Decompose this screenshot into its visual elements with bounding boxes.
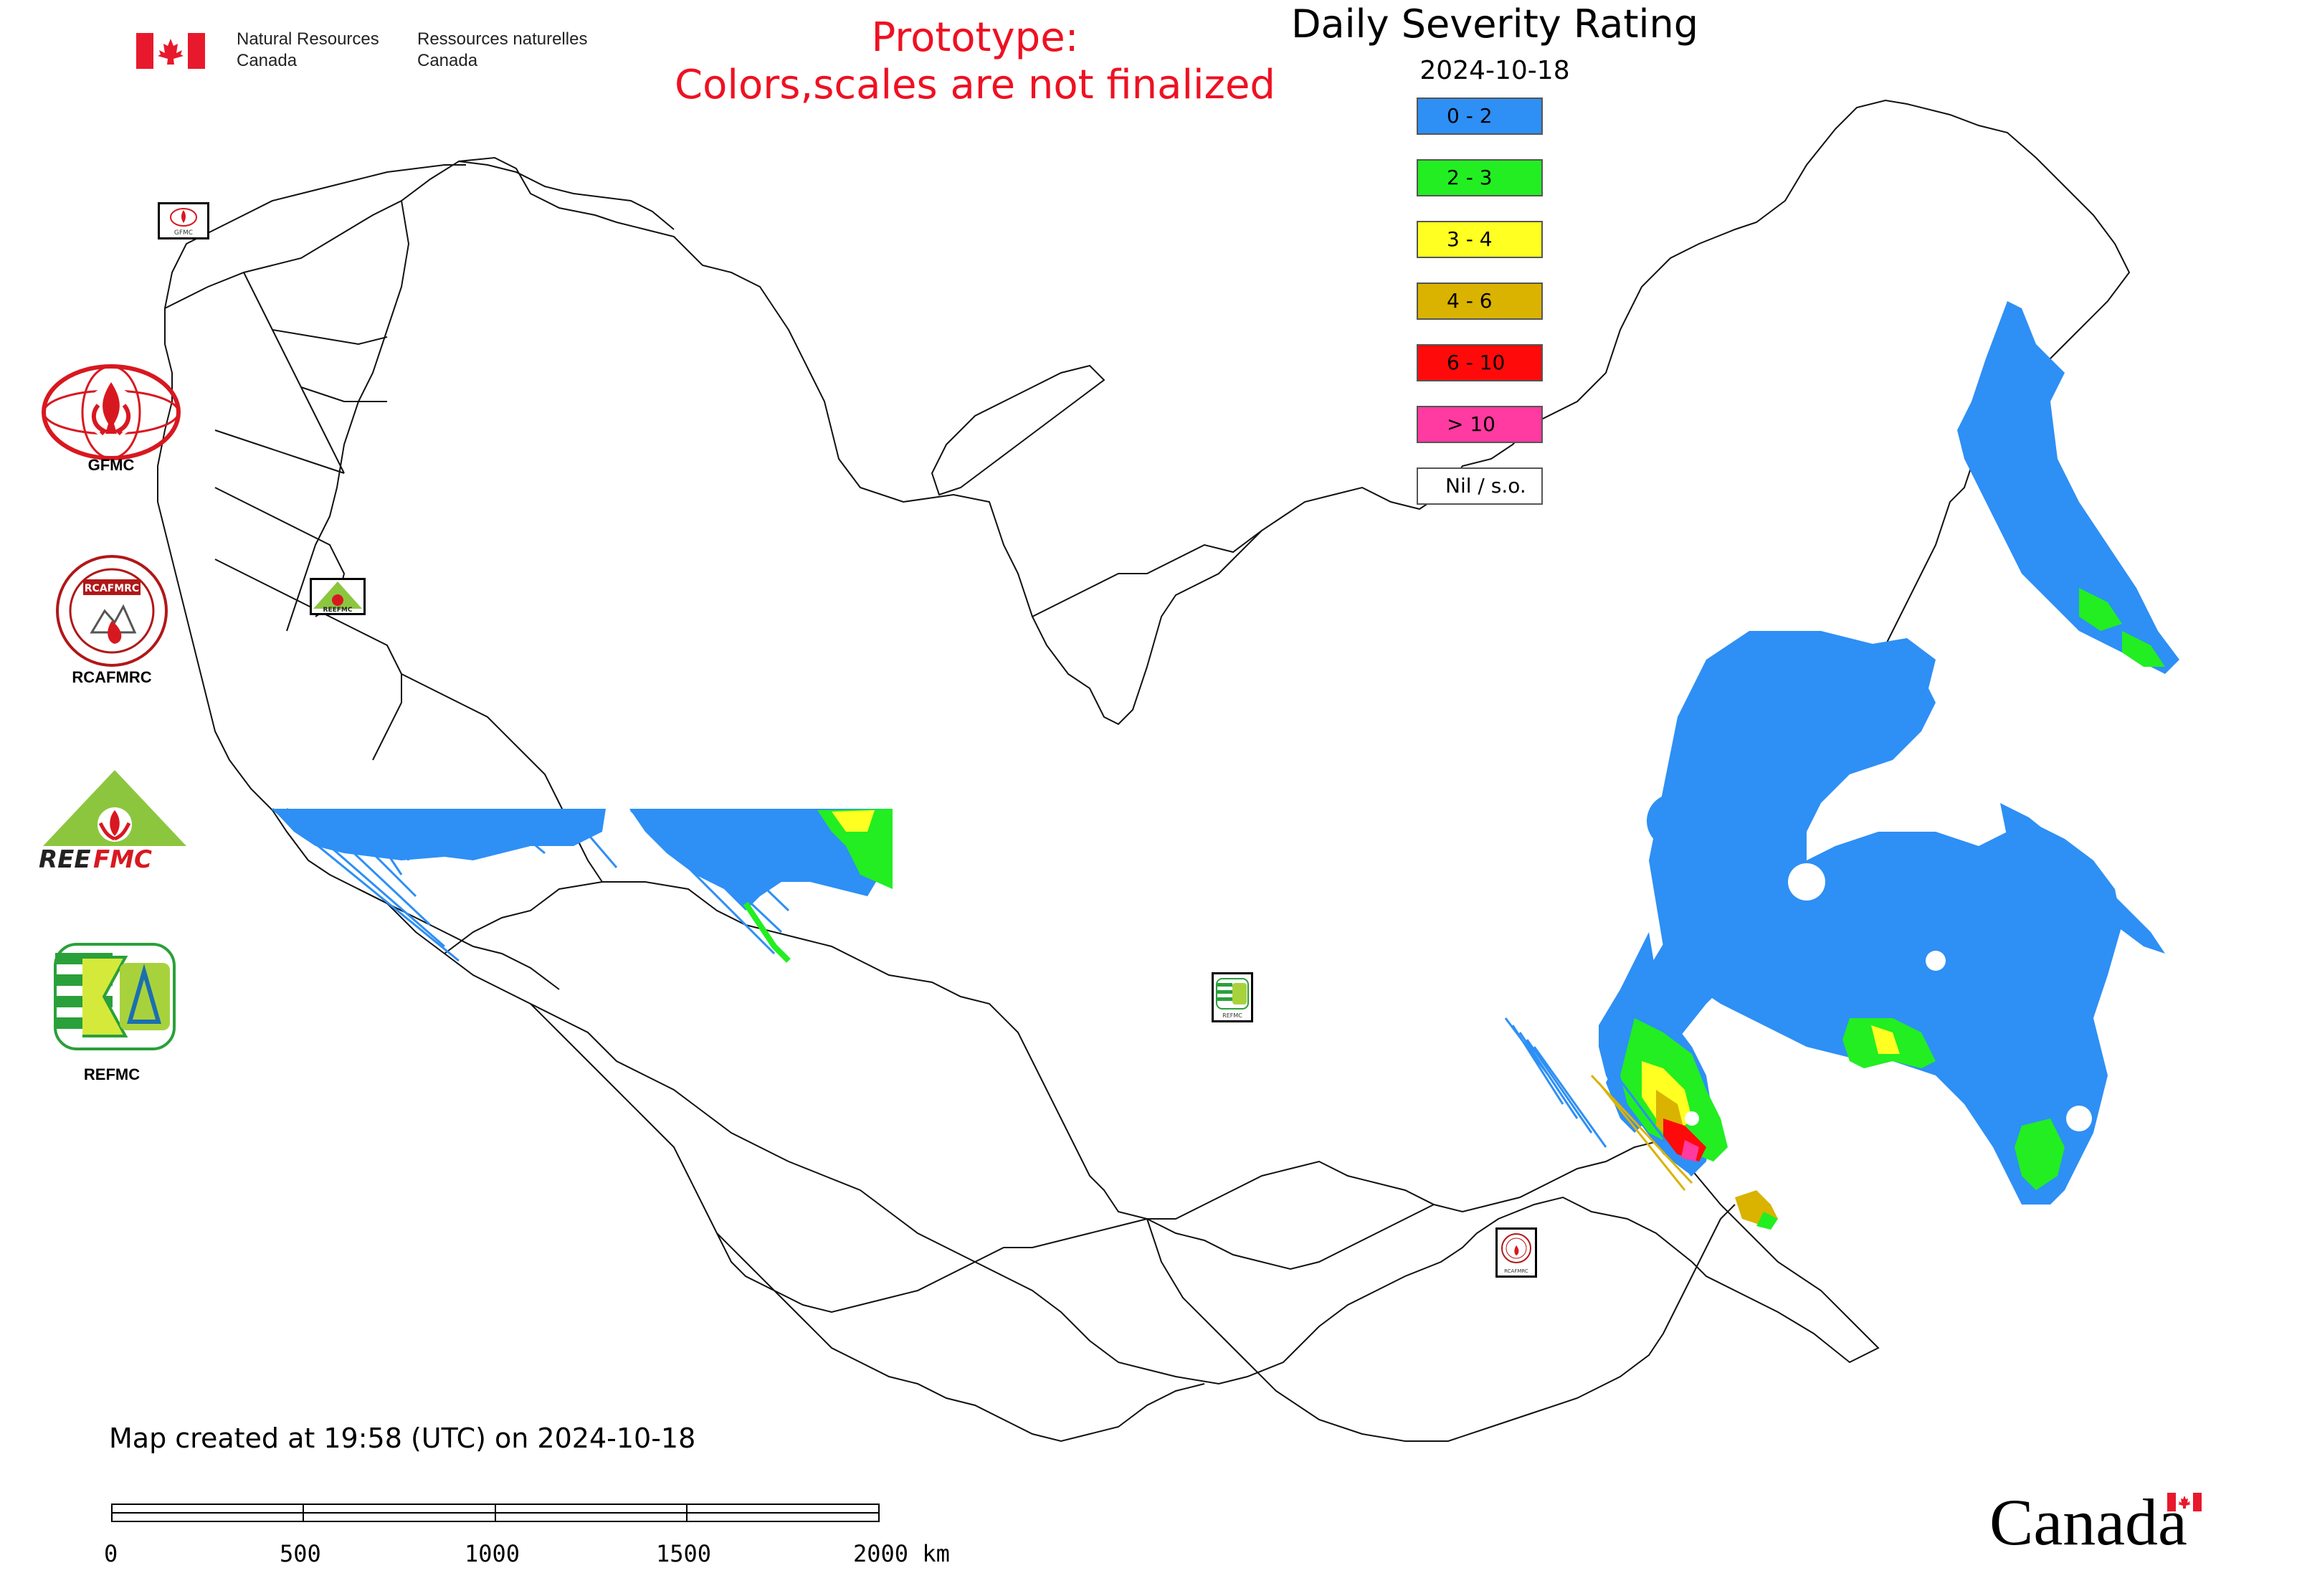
agency-name-fr: Ressources naturelles Canada bbox=[417, 29, 588, 70]
legend-class-0-2: 0 - 2 bbox=[1417, 98, 1543, 135]
legend-class-gt10: > 10 bbox=[1417, 406, 1543, 443]
raster-kamchatka bbox=[1957, 301, 2179, 674]
boundary-mongolia-south bbox=[1146, 1204, 1736, 1442]
raster-central-streaks bbox=[629, 809, 790, 955]
agency-name-en: Natural Resources Canada bbox=[237, 29, 379, 70]
rcafmrc-marker-caption: RCAFMRC bbox=[1504, 1268, 1528, 1274]
legend-class-6-10: 6 - 10 bbox=[1417, 344, 1543, 381]
legend-class-4-6: 4 - 6 bbox=[1417, 282, 1543, 320]
refmc-marker[interactable]: REFMC bbox=[1212, 972, 1253, 1022]
boundary-finland-russia bbox=[286, 200, 410, 632]
legend-class-3-4: 3 - 4 bbox=[1417, 221, 1543, 258]
scale-label-1500: 1500 bbox=[656, 1540, 712, 1567]
legend-class-2-3: 2 - 3 bbox=[1417, 159, 1543, 196]
canada-flag-icon bbox=[136, 33, 205, 69]
raster-central-green bbox=[817, 809, 893, 889]
raster-primorye-green bbox=[2015, 1118, 2065, 1190]
reefmc-marker-caption: REEFMC bbox=[323, 607, 353, 613]
scale-bar bbox=[111, 1504, 880, 1522]
gfmc-marker[interactable]: GFMC bbox=[158, 202, 209, 239]
canada-wordmark: Canada bbox=[1989, 1484, 2202, 1560]
raster-kamchatka-green bbox=[2079, 588, 2122, 631]
boundary-kazakhstan-north bbox=[444, 881, 1678, 1220]
rcafmrc-marker[interactable]: RCAFMRC bbox=[1495, 1227, 1537, 1278]
gfmc-marker-icon: GFMC bbox=[170, 208, 197, 237]
taymyr-coast bbox=[1032, 530, 1262, 617]
refmc-marker-icon: REFMC bbox=[1216, 978, 1249, 1019]
reefmc-marker-icon: REEFMC bbox=[313, 581, 362, 614]
raster-central-yellow bbox=[832, 810, 875, 832]
refmc-logo-label: REFMC bbox=[83, 1065, 141, 1083]
raster-central-streak-green bbox=[743, 901, 791, 963]
rcafmrc-logo-label: RCAFMRC bbox=[72, 668, 152, 686]
canada-wordmark-text: Canada bbox=[1989, 1486, 2187, 1559]
gfmc-logo bbox=[42, 364, 181, 460]
raster-west-band bbox=[272, 809, 606, 860]
gfmc-marker-caption: GFMC bbox=[174, 229, 193, 237]
raster-amur-yellow bbox=[1871, 1025, 1900, 1054]
raster-southwest-streaks bbox=[1590, 1074, 1693, 1191]
legend-title: Daily Severity Rating bbox=[1290, 1, 1699, 47]
scale-label-0: 0 bbox=[104, 1540, 118, 1567]
rcafmrc-marker-icon: RCAFMRC bbox=[1501, 1233, 1531, 1274]
boundary-belarus-ukraine bbox=[214, 559, 402, 761]
refmc-logo bbox=[54, 943, 176, 1050]
raster-central-band bbox=[629, 809, 893, 911]
scandinavia-coast bbox=[164, 164, 466, 309]
legend-date: 2024-10-18 bbox=[1419, 56, 1570, 85]
raster-east-main bbox=[1606, 631, 2122, 1205]
boundary-central-asia bbox=[716, 1232, 1205, 1443]
gfmc-logo-label: GFMC bbox=[87, 456, 135, 474]
raster-baikal-pink bbox=[1681, 1140, 1699, 1162]
reefmc-logo: REE FMC bbox=[39, 770, 186, 874]
svg-text:REE: REE bbox=[39, 845, 91, 874]
refmc-marker-caption: REFMC bbox=[1222, 1012, 1242, 1019]
boundary-kazakhstan-south bbox=[530, 1003, 1148, 1314]
reefmc-marker[interactable]: REEFMC bbox=[310, 578, 366, 615]
boundary-europe-interior bbox=[214, 272, 388, 474]
legend-class-nil: Nil / s.o. bbox=[1417, 467, 1543, 505]
boundary-ukraine-russia bbox=[401, 673, 603, 883]
nil-areas bbox=[1685, 863, 2092, 1131]
svg-text:FMC: FMC bbox=[93, 845, 152, 874]
severity-raster bbox=[272, 301, 2179, 1230]
rcafmrc-logo: RCAFMRC bbox=[56, 555, 168, 667]
novaya-zemlya bbox=[931, 364, 1105, 496]
boundary-mongolia-north bbox=[1146, 1204, 1435, 1270]
raster-orange-patch-green bbox=[1756, 1212, 1778, 1230]
prototype-notice: Prototype: Colors,scales are not finaliz… bbox=[675, 14, 1275, 108]
raster-west-streaks bbox=[272, 807, 618, 962]
scale-label-2000: 2000 km bbox=[853, 1540, 950, 1567]
scale-label-1000: 1000 bbox=[465, 1540, 520, 1567]
map-created-text: Map created at 19:58 (UTC) on 2024-10-18 bbox=[109, 1422, 696, 1454]
raster-sakhalin bbox=[2000, 803, 2165, 954]
kola-peninsula bbox=[458, 161, 675, 230]
scale-label-500: 500 bbox=[280, 1540, 321, 1567]
canada-wordmark-flag-icon bbox=[2167, 1493, 2202, 1511]
svg-text:RCAFMRC: RCAFMRC bbox=[85, 583, 139, 594]
raster-baikal-streaks bbox=[1504, 1017, 1693, 1177]
raster-east-north bbox=[1821, 638, 1936, 789]
raster-kamchatka-south bbox=[2122, 631, 2165, 667]
raster-east-island bbox=[1647, 794, 1701, 848]
